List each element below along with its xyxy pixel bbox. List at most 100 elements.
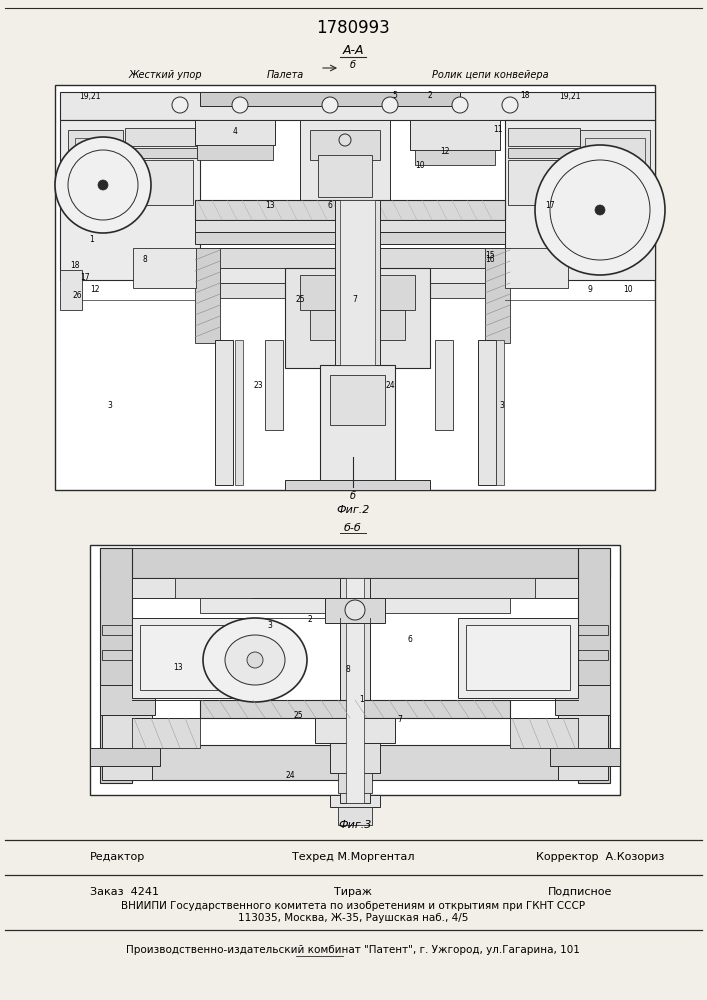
Bar [315, 718, 395, 743]
Text: 8: 8 [346, 666, 351, 674]
Bar [285, 268, 430, 368]
Bar [60, 120, 200, 280]
Bar [300, 120, 390, 200]
Text: 2: 2 [308, 615, 312, 624]
Bar [220, 268, 485, 283]
Bar [478, 340, 496, 485]
Bar [195, 220, 505, 232]
Text: 18: 18 [70, 260, 80, 269]
Text: Производственно-издательский комбинат "Патент", г. Ужгород, ул.Гагарина, 101: Производственно-издательский комбинат "П… [126, 945, 580, 955]
Text: 10: 10 [415, 160, 425, 169]
Text: 113035, Москва, Ж-35, Раушская наб., 4/5: 113035, Москва, Ж-35, Раушская наб., 4/5 [238, 913, 468, 923]
Bar [325, 598, 385, 623]
Bar [330, 375, 385, 425]
Text: Корректор  А.Козориз: Корректор А.Козориз [536, 852, 664, 862]
Bar [125, 148, 197, 158]
Bar [578, 548, 610, 783]
Text: 13: 13 [173, 664, 183, 672]
Text: 2: 2 [428, 92, 433, 101]
Text: 8: 8 [143, 255, 147, 264]
Bar [310, 310, 405, 340]
Bar [132, 578, 578, 598]
Bar [133, 160, 193, 205]
Text: Подписное: Подписное [548, 887, 612, 897]
Bar [585, 138, 645, 198]
Bar [320, 365, 395, 485]
Text: 9: 9 [588, 286, 592, 294]
Circle shape [172, 97, 188, 113]
Bar [330, 795, 380, 807]
Bar [140, 625, 244, 690]
Text: 10: 10 [623, 286, 633, 294]
Bar [195, 200, 505, 220]
Text: 1: 1 [360, 696, 364, 704]
Bar [125, 128, 197, 146]
Bar [175, 578, 535, 598]
Bar [132, 718, 200, 748]
Bar [410, 120, 500, 150]
Text: Жесткий упор: Жесткий упор [128, 70, 201, 80]
Text: 6: 6 [327, 200, 332, 210]
Bar [335, 200, 380, 365]
Circle shape [595, 205, 605, 215]
Bar [100, 685, 155, 715]
Circle shape [382, 97, 398, 113]
Circle shape [502, 97, 518, 113]
Text: 3: 3 [107, 400, 112, 410]
Text: 4: 4 [233, 127, 238, 136]
Circle shape [345, 600, 365, 620]
Bar [285, 480, 430, 490]
Text: 17: 17 [545, 200, 555, 210]
Bar [580, 130, 650, 210]
Text: 3: 3 [267, 620, 272, 630]
Text: Фиг.3: Фиг.3 [339, 820, 372, 830]
Text: 15: 15 [485, 250, 495, 259]
Text: 7: 7 [353, 296, 358, 304]
Circle shape [339, 134, 351, 146]
Circle shape [247, 652, 263, 668]
Bar [578, 650, 608, 660]
Bar [200, 248, 505, 268]
Text: 18: 18 [520, 92, 530, 101]
Bar [130, 745, 580, 780]
Bar [102, 715, 152, 780]
Bar [346, 578, 364, 803]
Bar [200, 700, 510, 718]
Bar [235, 340, 243, 485]
Bar [133, 248, 196, 288]
Text: 13: 13 [265, 200, 275, 210]
Circle shape [322, 97, 338, 113]
Text: 24: 24 [285, 770, 295, 780]
Bar [100, 548, 132, 783]
Text: 1: 1 [90, 235, 94, 244]
Bar [195, 232, 505, 244]
Bar [200, 598, 510, 613]
Text: 12: 12 [440, 147, 450, 156]
Bar [60, 270, 82, 310]
Bar [435, 340, 453, 430]
Bar [220, 283, 485, 298]
Text: 7: 7 [397, 716, 402, 724]
Bar [68, 130, 123, 210]
Bar [496, 340, 504, 485]
Text: б-б: б-б [344, 523, 362, 533]
Bar [90, 748, 160, 766]
Bar [466, 625, 570, 690]
Bar [338, 773, 372, 793]
Bar [508, 160, 568, 205]
Bar [340, 578, 370, 803]
Bar [200, 92, 460, 106]
Bar [215, 340, 233, 485]
Text: 25: 25 [296, 296, 305, 304]
Bar [195, 120, 275, 145]
Text: 25: 25 [293, 710, 303, 720]
Text: Тираж: Тираж [334, 887, 372, 897]
Bar [300, 275, 415, 310]
Text: 6: 6 [407, 636, 412, 645]
Bar [102, 625, 132, 635]
Text: 12: 12 [90, 286, 100, 294]
Text: 5: 5 [392, 92, 397, 101]
Text: ВНИИПИ Государственного комитета по изобретениям и открытиям при ГКНТ СССР: ВНИИПИ Государственного комитета по изоб… [121, 901, 585, 911]
Circle shape [55, 137, 151, 233]
Text: 11: 11 [493, 125, 503, 134]
